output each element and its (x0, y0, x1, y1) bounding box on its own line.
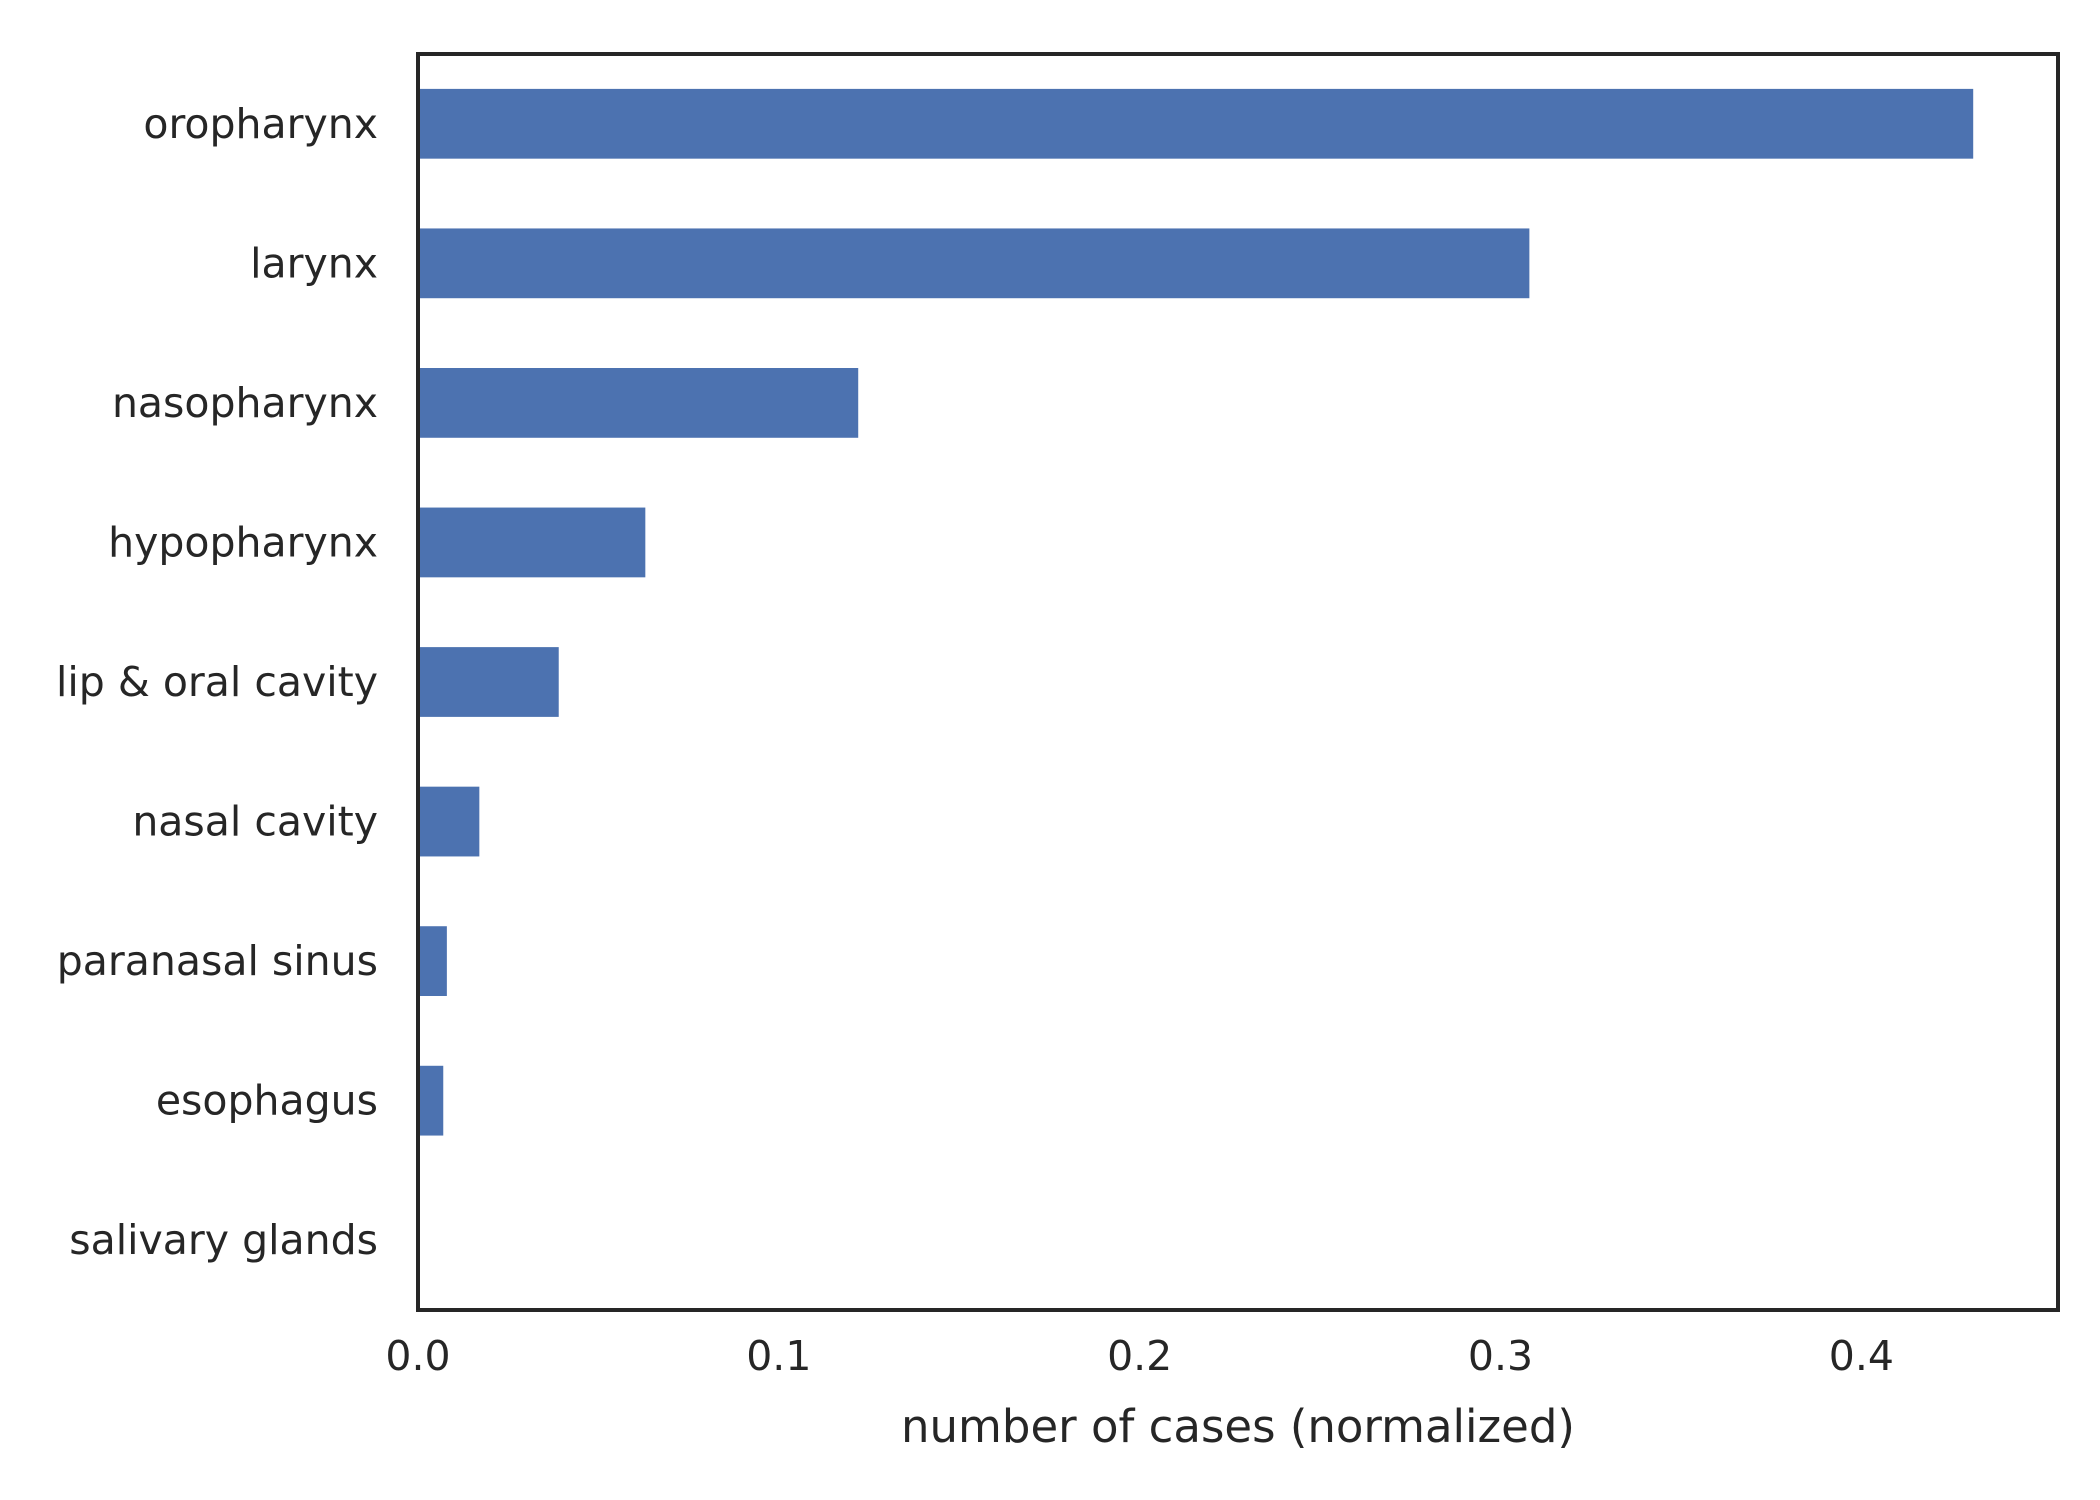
x-tick-label: 0.2 (1107, 1332, 1172, 1380)
bar-hypopharynx (418, 507, 646, 578)
y-tick-label: nasal cavity (132, 798, 378, 846)
x-tick-label: 0.0 (385, 1332, 450, 1380)
bars-layer (418, 88, 1974, 1136)
x-tick-label: 0.1 (746, 1332, 811, 1380)
bar-oropharynx (418, 88, 1974, 159)
y-tick-label: oropharynx (143, 100, 378, 148)
x-tick-label: 0.4 (1829, 1332, 1894, 1380)
y-tick-label: larynx (250, 239, 378, 287)
bar-nasopharynx (418, 368, 859, 438)
bar-lip-oral-cavity (418, 647, 559, 717)
bar-larynx (418, 228, 1530, 299)
bar-paranasal-sinus (418, 926, 447, 996)
y-tick-label: salivary glands (69, 1216, 378, 1264)
y-tick-label: esophagus (156, 1077, 378, 1125)
y-tick-label: hypopharynx (108, 518, 378, 566)
y-tick-label: paranasal sinus (57, 937, 378, 985)
x-axis-label: number of cases (normalized) (901, 1400, 1575, 1453)
x-tick-labels: 0.0 0.1 0.2 0.3 0.4 (385, 1332, 1894, 1380)
plot-frame (416, 52, 2060, 1312)
y-tick-labels: oropharynx larynx nasopharynx hypopharynx li… (56, 100, 378, 1264)
x-tick-label: 0.3 (1468, 1332, 1533, 1380)
y-tick-label: lip & oral cavity (56, 658, 378, 706)
bar-nasal-cavity (418, 786, 480, 857)
bar-esophagus (418, 1065, 444, 1136)
y-tick-label: nasopharynx (112, 379, 378, 427)
